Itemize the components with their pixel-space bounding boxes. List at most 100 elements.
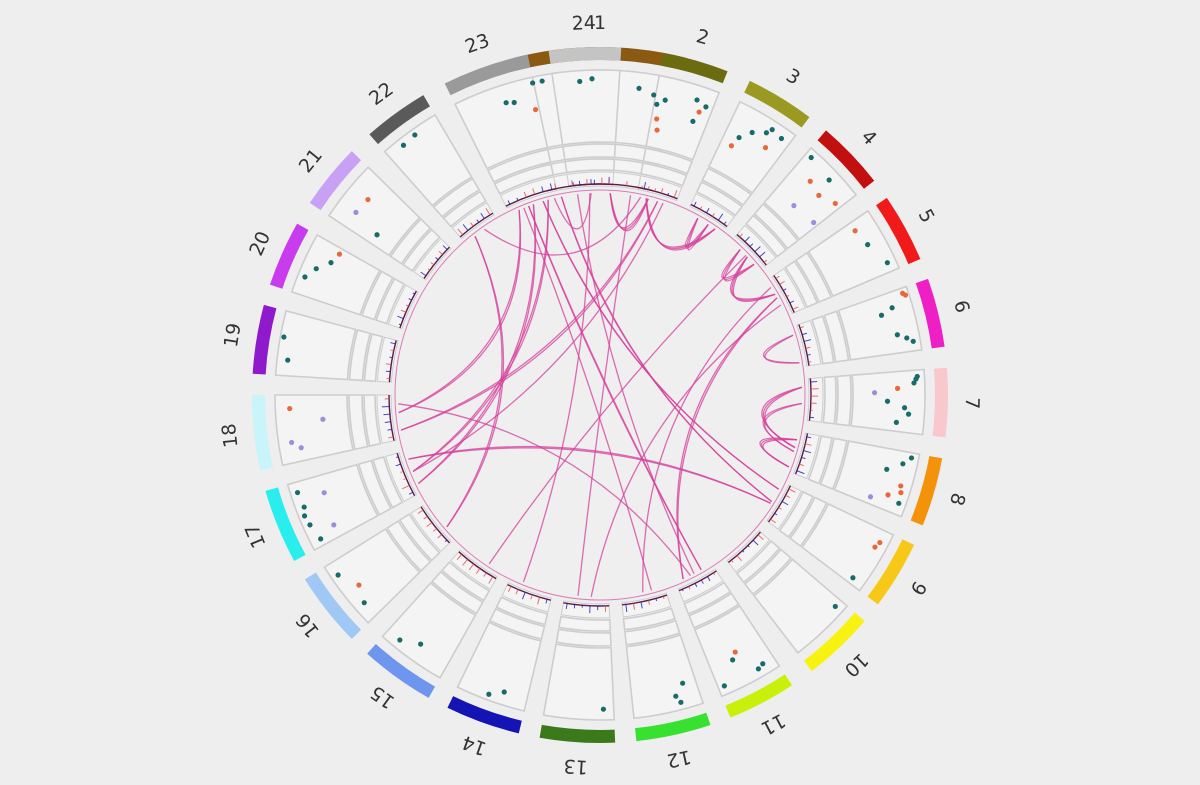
- cn-tick: [435, 257, 439, 260]
- scatter-panel: [274, 394, 354, 467]
- cn-tick: [694, 583, 698, 587]
- cn-tick: [806, 436, 812, 439]
- cn-baseline: [678, 570, 717, 592]
- scatter-point: [811, 219, 817, 226]
- cn-panel: [735, 224, 777, 268]
- cn-panel: [410, 505, 452, 553]
- cn-panel: [793, 432, 820, 480]
- scatter-point: [690, 118, 696, 124]
- cn-baseline: [388, 394, 395, 441]
- cn-tick: [390, 342, 396, 345]
- scatter-panel: [381, 581, 477, 679]
- scatter-point: [331, 522, 337, 528]
- cn-panel: [501, 582, 552, 613]
- scatter-panel: [833, 440, 921, 518]
- ideogram-chr-9: [867, 539, 915, 605]
- cn-tick: [632, 603, 635, 610]
- ring-panel-inner: [811, 315, 835, 365]
- cn-tick: [406, 304, 409, 307]
- ring-panel-inner: [683, 581, 732, 615]
- cn-tick: [475, 568, 481, 574]
- cn-tick: [389, 356, 393, 359]
- cn-tick: [802, 332, 808, 336]
- cn-tick: [400, 309, 407, 313]
- cn-tick: [427, 268, 431, 271]
- scatter-panel: [551, 69, 621, 146]
- scatter-point: [898, 483, 904, 489]
- cn-panel: [387, 284, 419, 330]
- track-frames: [274, 69, 926, 721]
- cn-tick: [397, 315, 404, 319]
- scatter-point: [865, 242, 871, 248]
- ring-panel-outer: [835, 374, 852, 427]
- scatter-panel: [453, 76, 549, 170]
- scatter-point: [902, 292, 909, 298]
- scatter-point: [328, 260, 334, 266]
- chromosome-label: 12: [665, 745, 693, 772]
- cn-baseline: [798, 324, 810, 366]
- scatter-panel: [383, 113, 473, 207]
- cn-tick: [788, 488, 796, 493]
- scatter-point: [889, 305, 895, 311]
- cn-tick: [532, 188, 536, 195]
- cn-tick: [717, 213, 724, 221]
- cn-baseline: [505, 187, 557, 207]
- cn-tick: [807, 354, 811, 356]
- scatter-point: [769, 127, 775, 133]
- scatter-point: [778, 135, 785, 142]
- link-ribbon: [560, 196, 773, 503]
- scatter-point: [600, 706, 607, 712]
- cn-tick: [400, 470, 404, 473]
- link-ribbon: [642, 286, 772, 593]
- cn-baseline: [794, 433, 809, 475]
- cn-tick: [430, 262, 435, 266]
- cn-baseline: [388, 340, 397, 383]
- cn-tick: [763, 259, 768, 263]
- scatter-point: [678, 699, 684, 705]
- cn-tick: [647, 186, 650, 190]
- cn-tick: [742, 550, 745, 553]
- scatter-point: [301, 504, 307, 510]
- cn-tick: [571, 180, 573, 186]
- cn-tick: [549, 183, 553, 190]
- cn-baseline: [638, 186, 678, 200]
- cn-tick: [437, 534, 443, 539]
- ring-panel-outer: [488, 607, 546, 641]
- ring-panel-outer: [624, 619, 681, 646]
- scatter-point: [760, 661, 766, 667]
- cn-tick: [537, 597, 541, 605]
- ring-panel-outer: [348, 329, 372, 382]
- cn-tick: [457, 228, 464, 236]
- ring-panel-outer: [701, 167, 753, 207]
- link-ribbon: [684, 217, 709, 248]
- scatter-point: [636, 85, 642, 91]
- cn-baseline: [399, 290, 417, 329]
- scatter-point: [307, 522, 313, 528]
- link-ribbon: [685, 217, 709, 249]
- chromosome-label: 7: [961, 397, 983, 410]
- ideogram-chr-16: [304, 572, 362, 639]
- scatter-point: [501, 689, 507, 695]
- chromosome-label: 13: [563, 754, 589, 778]
- ideogram-chr-19: [252, 304, 277, 375]
- scatter-point: [654, 116, 660, 122]
- link-ribbon: [412, 202, 664, 473]
- ring-panel-inner: [564, 158, 616, 174]
- cn-tick: [786, 294, 790, 298]
- cn-baseline: [507, 584, 551, 601]
- scatter-point: [732, 649, 738, 655]
- scatter-point: [321, 490, 327, 496]
- scatter-point: [885, 492, 891, 498]
- chromosome-label: 3: [782, 64, 804, 89]
- ring-panel-outer: [360, 270, 394, 321]
- cn-tick: [515, 589, 519, 595]
- scatter-point: [365, 196, 371, 203]
- cn-tick: [442, 245, 448, 250]
- cn-tick: [749, 243, 754, 247]
- ideogram-chr-8: [910, 456, 943, 526]
- link-ribbon: [687, 218, 709, 251]
- cn-baseline: [773, 275, 795, 313]
- scatter-panel: [327, 166, 421, 257]
- cn-tick: [789, 300, 795, 304]
- cn-tick: [417, 509, 424, 514]
